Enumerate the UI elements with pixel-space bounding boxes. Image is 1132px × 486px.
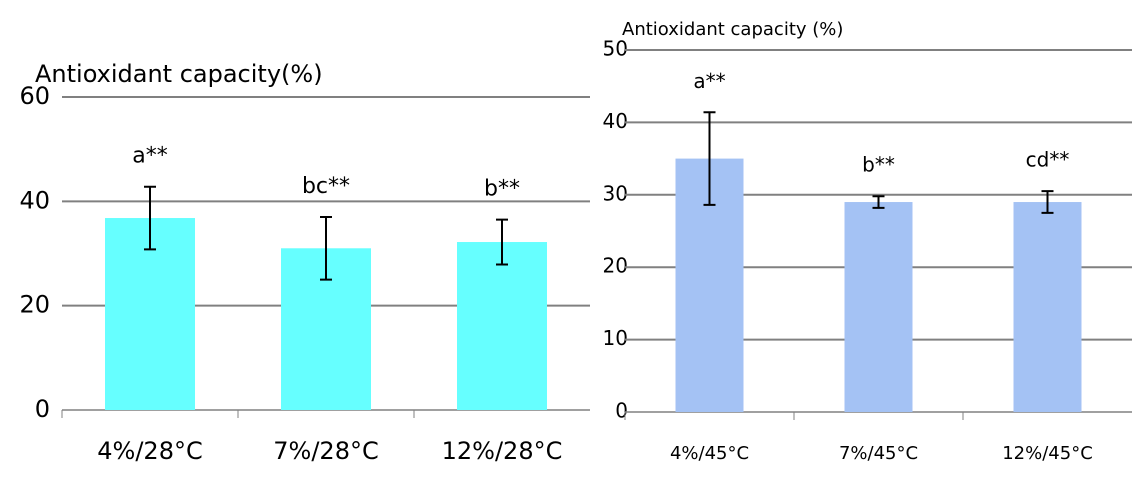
x-tick-label: 12%/28°C [442,437,563,465]
bar [1013,202,1082,412]
annotation: b** [484,177,520,202]
y-tick-label: 40 [19,186,50,214]
x-tick-label: 4%/28°C [97,437,202,465]
error-bar [144,185,156,251]
annotation: b** [862,153,895,177]
error-bar [872,195,885,209]
annotation: cd** [1026,148,1070,172]
x-tick-label: 7%/45°C [839,443,918,464]
annotation: a** [693,69,725,93]
y-tick-label: 10 [603,326,628,350]
annotation: bc** [302,174,350,199]
bar [844,202,913,412]
annotation: a** [132,144,167,169]
x-tick-label: 4%/45°C [670,443,749,464]
y-tick-label: 20 [603,254,628,278]
chart-title: Antioxidant capacity(%) [35,60,323,88]
error-bar [496,218,508,266]
y-tick-label: 40 [603,109,628,133]
y-tick-label: 0 [615,399,628,423]
error-bar [1041,190,1054,214]
y-tick-label: 50 [603,37,628,61]
y-tick-label: 60 [19,82,50,110]
error-bar [703,111,716,206]
error-bar [320,215,332,281]
y-tick-label: 30 [603,181,628,205]
chart-title: Antioxidant capacity (%) [622,19,843,40]
y-tick-label: 0 [35,395,50,423]
y-tick-label: 20 [19,291,50,319]
x-tick-label: 12%/45°C [1002,443,1093,464]
bar [457,242,547,410]
x-tick-label: 7%/28°C [273,437,378,465]
